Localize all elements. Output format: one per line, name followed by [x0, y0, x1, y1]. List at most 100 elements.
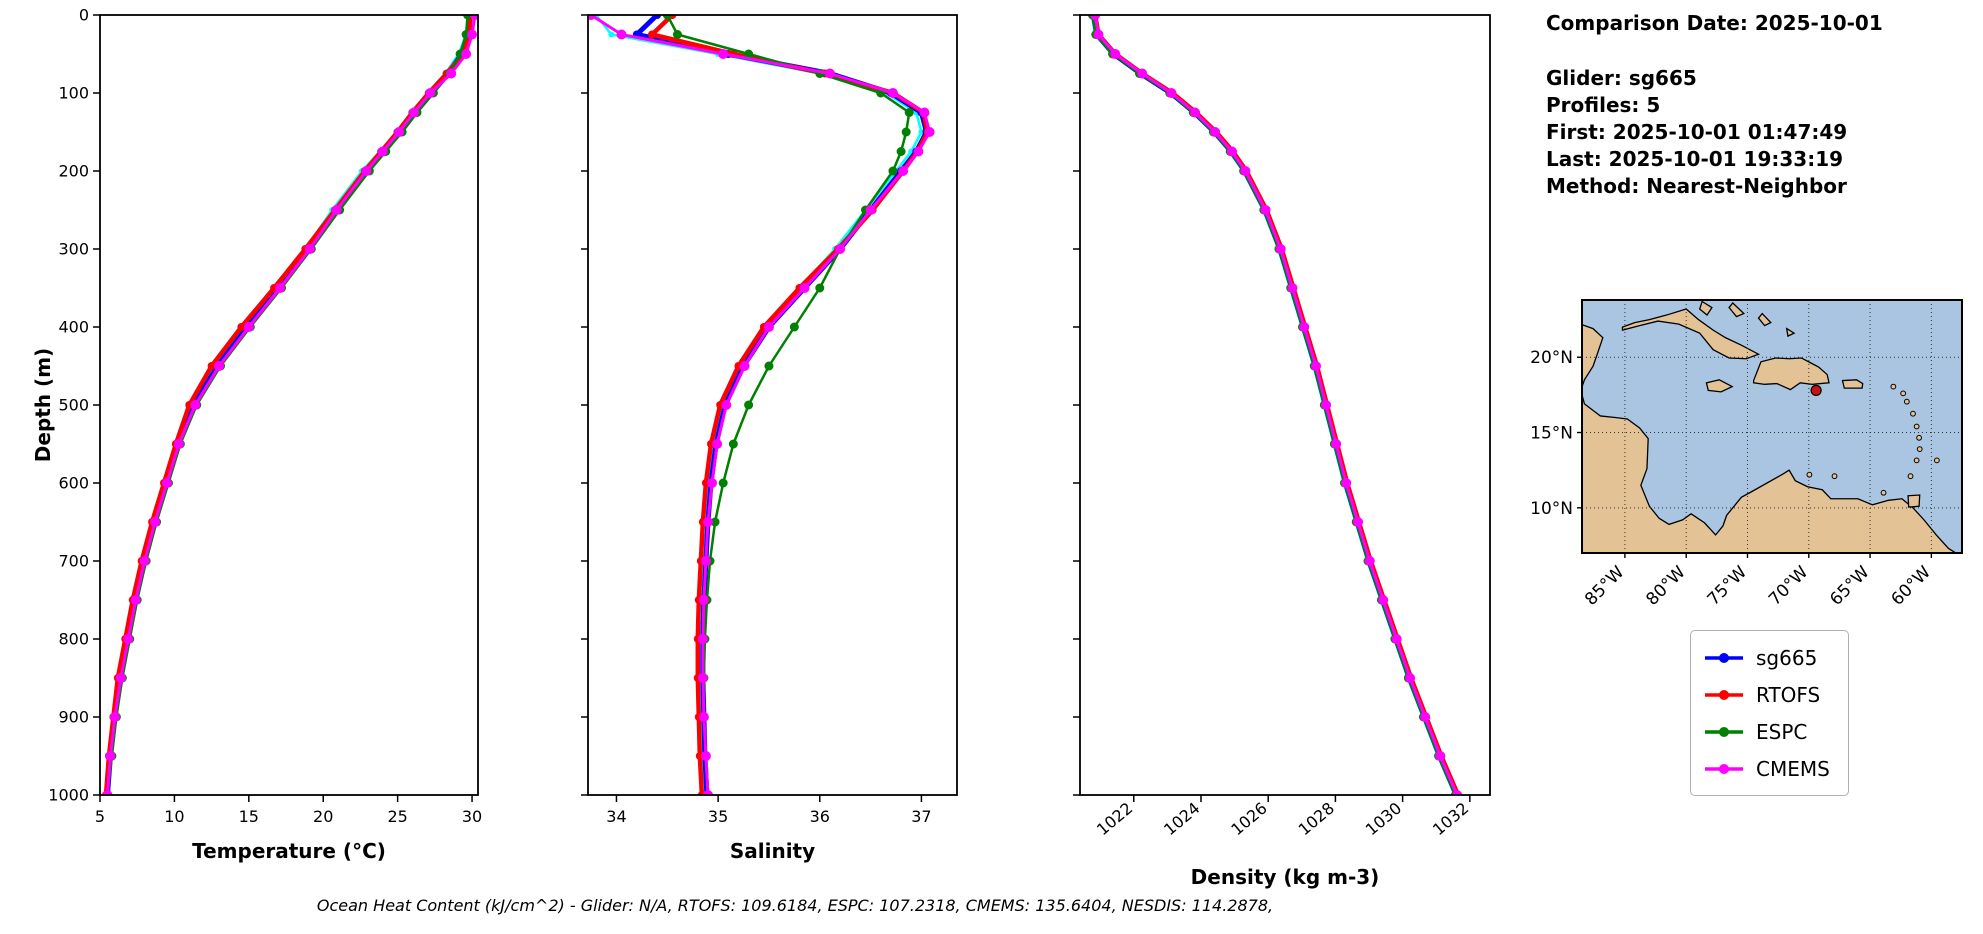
salinity-profile-chart: 34 35 36 37 Salinity [581, 14, 958, 863]
series-marker-CMEMS [824, 68, 835, 79]
series-marker-CMEMS [721, 400, 732, 410]
series-marker-CMEMS [173, 439, 184, 449]
legend-item-sg665: sg665 [1703, 639, 1830, 676]
map-lon-label: 75°W [1704, 562, 1751, 609]
map-small-island [1880, 489, 1887, 496]
series-marker-CMEMS [698, 595, 709, 605]
series-marker-CMEMS [361, 166, 372, 176]
y-tick-label: 400 [58, 318, 89, 337]
series-marker-CMEMS [702, 517, 713, 527]
location-map: 20°N 15°N 10°N 85°W 80°W 75°W 70°W 65°W 60°W [1530, 299, 1963, 610]
map-small-island [1806, 471, 1813, 478]
series-marker-CMEMS [1137, 68, 1148, 79]
x-tick-label: 1024 [1160, 799, 1203, 840]
legend-dot [1719, 689, 1729, 700]
series-marker-CMEMS [446, 68, 457, 79]
series-marker-CMEMS [707, 478, 718, 488]
series-marker-CMEMS [331, 205, 342, 215]
map-small-island [1916, 446, 1923, 452]
series-marker-ESPC [901, 127, 911, 137]
x-tick-label: 1030 [1362, 799, 1405, 840]
series-marker-RTOFS [207, 362, 216, 370]
series-marker-CMEMS [123, 634, 134, 644]
series-marker-CMEMS [1240, 166, 1251, 176]
series-marker-CMEMS [130, 595, 141, 605]
map-lon-label: 85°W [1581, 562, 1628, 609]
y-tick-label: 600 [58, 474, 89, 493]
series-marker-CMEMS [1321, 400, 1331, 410]
series-marker-sg665-profiles [608, 31, 615, 38]
map-landmass [1698, 300, 1713, 317]
series-marker-CMEMS [697, 634, 708, 644]
legend-item-CMEMS: CMEMS [1703, 750, 1830, 787]
series-marker-CMEMS [588, 15, 597, 20]
info-spacer [1546, 37, 1883, 65]
series-marker-CMEMS [1341, 478, 1352, 488]
series-marker-CMEMS [700, 556, 711, 566]
series-marker-CMEMS [1226, 146, 1237, 157]
y-tick-label: 1000 [48, 786, 89, 805]
series-marker-ESPC [728, 439, 738, 449]
legend-marker-sg665 [1705, 652, 1743, 663]
series-marker-ESPC [710, 517, 720, 527]
series-marker-ESPC [463, 15, 473, 20]
series-line-sg665 [634, 15, 930, 795]
map-lat-label: 20°N [1530, 348, 1573, 368]
series-marker-CMEMS [150, 517, 161, 527]
series-marker-CMEMS [139, 556, 150, 566]
series-marker-CMEMS [898, 166, 909, 176]
series-marker-CMEMS [1110, 49, 1121, 59]
last-time-text: Last: 2025-10-01 19:33:19 [1546, 147, 1844, 171]
map-lon-label: 60°W [1888, 562, 1935, 609]
x-axis-label: Salinity [730, 839, 815, 863]
x-tick-label: 35 [708, 807, 728, 826]
series-marker-CMEMS [1090, 15, 1101, 20]
series-marker-CMEMS [1331, 439, 1342, 449]
series-marker-CMEMS [924, 127, 935, 137]
map-lon-label: 65°W [1826, 562, 1873, 609]
y-tick-label: 800 [58, 630, 89, 649]
map-small-island [1890, 383, 1897, 390]
series-marker-CMEMS [1378, 595, 1389, 605]
plot-series-group [1087, 15, 1463, 795]
series-marker-CMEMS [1310, 361, 1321, 371]
x-tick-label: 1032 [1429, 799, 1472, 840]
x-axis-label: Density (kg m-3) [1191, 865, 1380, 889]
plot-series-group [588, 15, 935, 795]
legend-label: CMEMS [1756, 756, 1830, 781]
glider-text: Glider: sg665 [1546, 66, 1697, 90]
axes-frame [99, 14, 479, 796]
legend-label: ESPC [1756, 719, 1808, 744]
legend-label: RTOFS [1756, 682, 1821, 707]
series-marker-CMEMS [1299, 322, 1310, 332]
series-marker-RTOFS [237, 323, 246, 331]
series-marker-CMEMS [467, 29, 478, 40]
series-marker-CMEMS [712, 439, 723, 449]
legend-item-ESPC: ESPC [1703, 713, 1830, 750]
x-axis-label: Temperature (°C) [192, 839, 386, 863]
x-tick-label: 36 [810, 807, 830, 826]
series-marker-CMEMS [190, 400, 201, 410]
series-marker-CMEMS [1435, 751, 1446, 761]
series-marker-CMEMS [1352, 517, 1363, 527]
series-marker-CMEMS [470, 15, 478, 20]
first-time-text: First: 2025-10-01 01:47:49 [1546, 120, 1848, 144]
series-marker-CMEMS [1093, 29, 1104, 40]
info-panel: Comparison Date: 2025-10-01 Glider: sg66… [1546, 10, 1883, 200]
legend-marker-RTOFS [1705, 689, 1743, 700]
series-marker-ESPC [789, 322, 799, 332]
x-tick-label: 20 [313, 807, 333, 826]
series-line-ESPC [106, 15, 469, 795]
axes-frame [587, 14, 958, 796]
map-landmass [1785, 327, 1796, 338]
map-landmass [1907, 494, 1921, 508]
series-marker-CMEMS [887, 88, 898, 98]
series-line-RTOFS [103, 15, 473, 795]
series-marker-CMEMS [275, 283, 286, 293]
series-marker-CMEMS [1260, 205, 1271, 215]
series-line-sg665 [104, 15, 474, 795]
series-marker-CMEMS [763, 322, 774, 332]
series-marker-CMEMS [913, 146, 924, 157]
map-small-island [1900, 390, 1907, 397]
